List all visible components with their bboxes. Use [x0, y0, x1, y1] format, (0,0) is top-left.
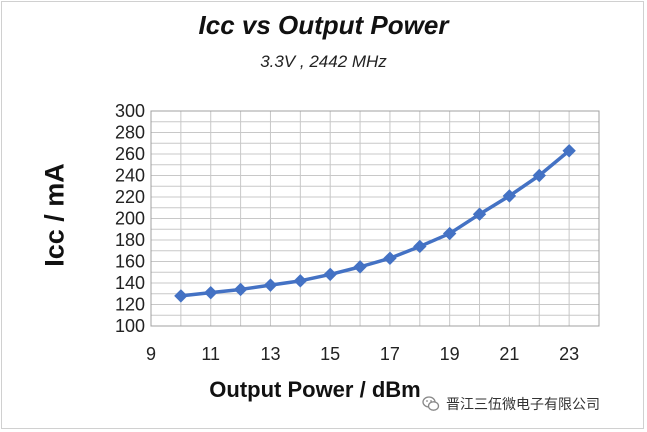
- x-tick-label: 15: [320, 344, 340, 364]
- y-tick-label: 260: [115, 144, 145, 164]
- watermark: 晋江三伍微电子有限公司: [422, 394, 600, 414]
- x-axis-label: Output Power / dBm: [209, 377, 421, 402]
- data-point-marker: [472, 207, 487, 221]
- data-point-marker: [532, 168, 546, 183]
- x-tick-label: 21: [499, 344, 519, 364]
- y-tick-label: 280: [115, 123, 145, 143]
- y-tick-label: 160: [115, 252, 145, 272]
- data-point-marker: [263, 278, 278, 292]
- y-tick-label: 300: [115, 101, 145, 121]
- wechat-icon: [422, 396, 440, 411]
- x-tick-label: 13: [260, 344, 280, 364]
- plot-border: [150, 110, 600, 327]
- data-point-marker: [562, 144, 576, 158]
- chart-subtitle: 3.3V , 2442 MHz: [260, 52, 387, 71]
- x-tick-label: 23: [559, 344, 579, 364]
- y-tick-label: 200: [115, 209, 145, 229]
- y-tick-label: 240: [115, 166, 145, 186]
- data-point-marker: [174, 289, 188, 303]
- y-tick-label: 180: [115, 230, 145, 250]
- data-point-marker: [442, 226, 457, 241]
- chart-title: Icc vs Output Power: [198, 10, 449, 40]
- data-point-marker: [413, 239, 427, 254]
- y-tick-label: 220: [115, 187, 145, 207]
- data-point-marker: [233, 282, 248, 297]
- data-point-marker: [353, 260, 367, 274]
- data-point-marker: [502, 189, 517, 203]
- y-tick-label: 120: [115, 295, 145, 315]
- x-tick-label: 9: [146, 344, 156, 364]
- y-tick-label: 100: [115, 316, 145, 336]
- x-tick-label: 17: [380, 344, 400, 364]
- x-tick-label: 11: [201, 344, 220, 364]
- y-tick-label: 140: [115, 273, 145, 293]
- data-point-marker: [204, 285, 218, 300]
- data-point-marker: [323, 267, 337, 282]
- x-tick-label: 19: [440, 344, 460, 364]
- watermark-text: 晋江三伍微电子有限公司: [446, 396, 600, 412]
- data-point-marker: [383, 251, 397, 265]
- data-point-marker: [293, 274, 308, 288]
